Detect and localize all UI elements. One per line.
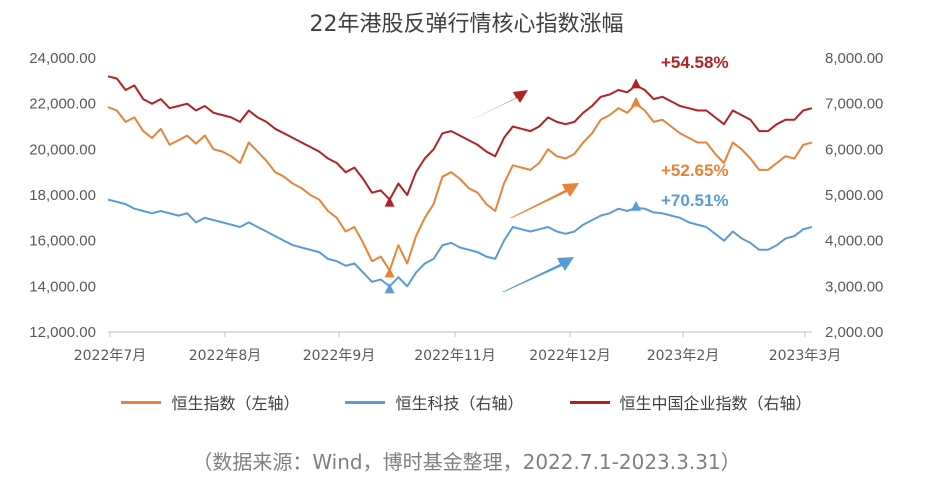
left-tick-label: 18,000.00 — [29, 187, 96, 204]
legend-label: 恒生指数（左轴） — [171, 394, 300, 413]
marker-high — [631, 78, 641, 89]
trend-arrow-hsce — [460, 90, 528, 125]
gain-annotation-2: +54.58% — [661, 53, 729, 72]
series-line-2 — [107, 75, 813, 201]
left-axis: 12,000.00 14,000.00 16,000.00 18,000.00 20,0… — [29, 50, 96, 341]
left-tick-label: 24,000.00 — [29, 50, 96, 67]
x-tick-label: 2022年12月 — [529, 348, 610, 364]
legend-swatch — [569, 400, 610, 404]
left-tick-label: 22,000.00 — [29, 96, 96, 113]
trend-arrows — [460, 90, 579, 292]
legend-item-2: 恒生中国企业指数（右轴） — [569, 390, 812, 414]
left-tick-label: 12,000.00 — [29, 324, 96, 341]
right-tick-label: 5,000.00 — [825, 187, 883, 204]
x-tick-label: 2023年3月 — [769, 348, 842, 364]
extreme-markers — [384, 78, 641, 294]
marker-high — [631, 200, 641, 211]
right-tick-label: 3,000.00 — [825, 278, 883, 295]
left-tick-label: 20,000.00 — [29, 141, 96, 158]
source-note: （数据来源：Wind，博时基金整理，2022.7.1-2023.3.31） — [192, 450, 741, 474]
right-axis: 2,000.00 3,000.00 4,000.00 5,000.00 6,000.00… — [825, 50, 883, 341]
marker-low — [384, 283, 395, 294]
marker-low — [384, 267, 395, 278]
legend-swatch — [345, 400, 386, 404]
x-tick-label: 2022年7月 — [74, 348, 147, 364]
trend-arrow-hstech — [502, 257, 574, 292]
chart-title: 22年港股反弹行情核心指数涨幅 — [309, 12, 624, 37]
marker-low — [384, 196, 395, 207]
left-tick-label: 14,000.00 — [29, 278, 96, 295]
gain-annotation-1: +70.51% — [661, 191, 729, 210]
trend-arrow-hsi — [510, 183, 579, 218]
right-tick-label: 7,000.00 — [825, 96, 883, 113]
series-lines — [107, 75, 813, 288]
legend-item-0: 恒生指数（左轴） — [121, 390, 299, 414]
legend: 恒生指数（左轴） 恒生科技（右轴） 恒生中国企业指数（右轴） — [0, 390, 933, 414]
marker-high — [631, 96, 641, 107]
x-tick-label: 2022年9月 — [303, 348, 376, 364]
series-line-1 — [107, 198, 813, 288]
legend-item-1: 恒生科技（右轴） — [345, 390, 524, 414]
x-tick-label: 2022年11月 — [414, 348, 495, 364]
legend-label: 恒生科技（右轴） — [395, 394, 524, 413]
right-tick-label: 2,000.00 — [825, 324, 883, 341]
x-tick-label: 2022年8月 — [189, 348, 262, 364]
x-tick-label: 2023年2月 — [647, 348, 720, 364]
left-tick-label: 16,000.00 — [29, 233, 96, 250]
annotations: +52.65% +70.51% +54.58% — [661, 53, 729, 210]
legend-label: 恒生中国企业指数（右轴） — [619, 394, 812, 413]
x-axis: 2022年7月 2022年8月 2022年9月 2022年11月 2022年12月 202… — [74, 332, 842, 364]
legend-swatch — [121, 400, 162, 404]
right-tick-label: 4,000.00 — [825, 233, 883, 250]
series-line-0 — [107, 102, 813, 272]
right-tick-label: 8,000.00 — [825, 50, 883, 67]
right-tick-label: 6,000.00 — [825, 141, 883, 158]
gain-annotation-0: +52.65% — [661, 161, 729, 180]
